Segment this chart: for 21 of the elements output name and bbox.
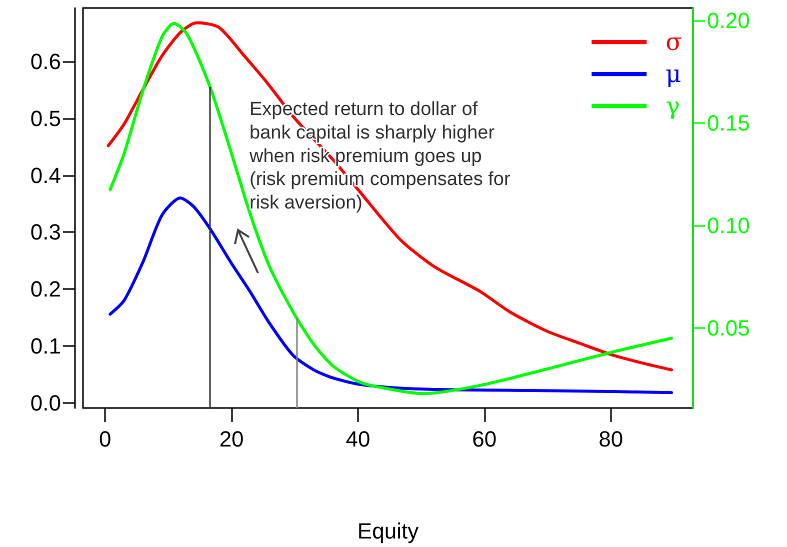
y-tick-label: 0.5: [30, 106, 61, 131]
y2-tick-label: 0.20: [707, 8, 750, 33]
x-tick-label: 20: [219, 426, 244, 452]
y-tick-label: 0.3: [30, 220, 61, 245]
y2-tick-label: 0.05: [707, 316, 750, 340]
x-tick-label: 0: [99, 426, 112, 452]
y-tick-label: 0.1: [30, 333, 61, 358]
line-series: [108, 196, 674, 394]
y-tick-label: 0.0: [30, 390, 61, 416]
legend-label: σ: [666, 28, 682, 56]
legend-label: γ: [666, 92, 680, 120]
x-tick-label: 60: [472, 426, 497, 452]
y2-tick-label: 0.15: [707, 110, 750, 136]
legend-label: μ: [666, 60, 682, 88]
y-tick-label: 0.4: [30, 162, 61, 188]
y-tick-label: 0.2: [30, 276, 61, 302]
x-tick-label: 40: [346, 426, 370, 452]
x-axis-title: Equity: [357, 518, 419, 544]
y-tick-label: 0.6: [30, 48, 61, 74]
x-tick-label: 80: [598, 426, 624, 452]
y2-tick-label: 0.10: [707, 212, 750, 238]
